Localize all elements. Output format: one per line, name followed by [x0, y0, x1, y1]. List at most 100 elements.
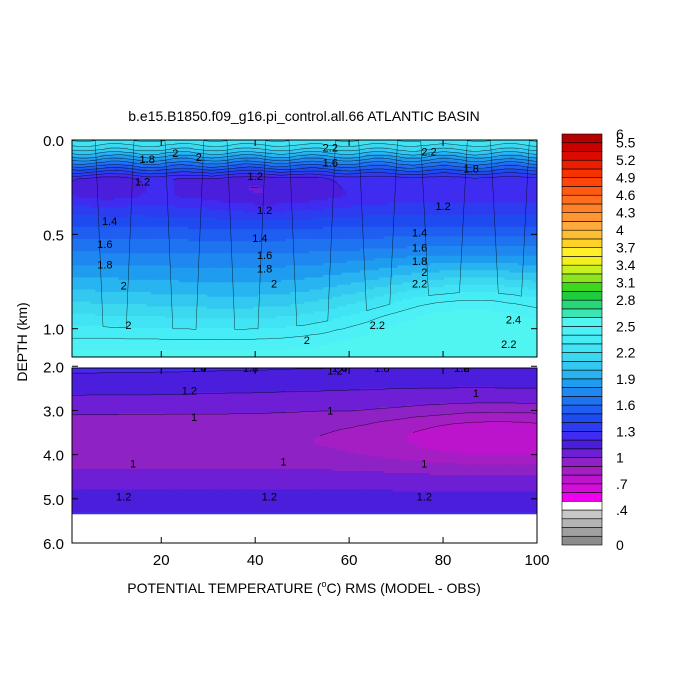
contour-label: 1.6 [412, 243, 427, 255]
colorbar-box [561, 492, 603, 502]
contour-label: 1.8 [97, 260, 112, 272]
contour-label: 1.8 [243, 363, 258, 375]
upper-panel-contour-labels: 21.8 2 2.21.62.21.81.2 1.21.2 1.21.41.4 1.41.… [97, 143, 521, 351]
colorbar-tick-label: 6 [616, 126, 624, 142]
colorbar-box [561, 369, 603, 380]
colorbar-box [561, 439, 603, 450]
x-tick-label: 60 [341, 552, 358, 569]
x-axis-label-main: POTENTIAL TEMPERATURE ( [127, 580, 322, 596]
colorbar-box [561, 194, 603, 205]
lower-panel-fill [72, 368, 537, 543]
chart-title: b.e15.B1850.f09_g16.pi_control.all.66 AT… [128, 108, 480, 124]
y-tick-label: 5.0 [43, 492, 64, 509]
colorbar-tick-label: 1 [616, 450, 624, 466]
colorbar-box [561, 133, 603, 144]
colorbar-box [561, 177, 603, 187]
contour-label: 1 [191, 412, 197, 424]
contour-label: 1.8 [454, 363, 469, 375]
upper-y-ticks: 0.0 0.5 1.0 [43, 133, 537, 339]
y-tick-label: 2.0 [43, 359, 64, 376]
colorbar: 0 .4 .7 1 1.3 1.6 1.9 2.2 2.5 2.83.1 3.43.7 44.3 4.6… [561, 126, 636, 553]
contour-label: 2 [304, 335, 310, 347]
upper-panel: 21.8 2 2.21.62.21.81.2 1.21.2 1.21.41.4 1.41.… [43, 133, 538, 358]
contour-label: 1 [280, 456, 286, 468]
colorbar-box [561, 535, 603, 546]
colorbar-box [561, 352, 603, 362]
contour-label: 1.6 [97, 239, 112, 251]
colorbar-boxes [561, 133, 603, 546]
y-axis-label: DEPTH (km) [14, 302, 30, 381]
colorbar-box [561, 256, 603, 266]
x-axis-label: POTENTIAL TEMPERATURE (oC) RMS (MODEL - … [127, 579, 481, 596]
y-tick-label: 4.0 [43, 448, 64, 465]
contour-label: 2 [125, 320, 131, 332]
colorbar-box [561, 317, 603, 327]
contour-label: 1.2 [257, 205, 272, 217]
colorbar-tick-label: 1.3 [616, 423, 636, 439]
no-data-region [72, 514, 537, 543]
contour-label: 1.2 [435, 201, 450, 213]
contour-label: 1.2 [417, 492, 432, 504]
colorbar-tick-label: 4.9 [616, 170, 636, 186]
contour-label: 2 [271, 278, 277, 290]
colorbar-tick-label: 1.6 [616, 397, 636, 413]
contour-label: 1.4 [332, 363, 347, 375]
colorbar-box [561, 203, 603, 214]
contour-label: 1.2 [182, 386, 197, 398]
x-tick-label: 80 [435, 552, 452, 569]
contour-label: 1.4 [191, 363, 206, 375]
contour-label: 1.4 [102, 216, 117, 228]
colorbar-box [561, 334, 603, 345]
colorbar-box [561, 518, 603, 528]
colorbar-box [561, 422, 603, 432]
colorbar-box [561, 465, 603, 476]
colorbar-tick-label: 4.6 [616, 187, 636, 203]
colorbar-box [561, 509, 603, 520]
colorbar-box [561, 500, 603, 511]
y-tick-label: 0.5 [43, 227, 64, 244]
upper-panel-contours [72, 140, 537, 340]
colorbar-box [561, 527, 603, 537]
colorbar-box [561, 159, 603, 170]
contour-label: 2 [121, 280, 127, 292]
contour-label: 1.8 [257, 263, 272, 275]
colorbar-box [561, 168, 603, 179]
colorbar-box [561, 247, 603, 257]
contour-label: 1.8 [374, 363, 389, 375]
colorbar-box [561, 151, 603, 161]
colorbar-box [561, 413, 603, 423]
colorbar-box [561, 282, 603, 292]
contour-label: 1.6 [257, 250, 272, 262]
y-tick-label: 3.0 [43, 403, 64, 420]
x-axis-label-degree: o [321, 579, 326, 589]
contour-label: 2 [196, 152, 202, 164]
contour-label: 1.6 [332, 363, 347, 375]
colorbar-box [561, 396, 603, 406]
contour-label: 2.4 [506, 314, 521, 326]
colorbar-box [561, 238, 603, 248]
contour-label: 1.8 [412, 256, 427, 268]
upper-panel-frame [71, 139, 538, 358]
contour-label: 2.2 [323, 143, 338, 155]
colorbar-tick-label: 4 [616, 222, 624, 238]
lower-panel-contours [72, 368, 537, 436]
colorbar-tick-label: 5.2 [616, 152, 636, 168]
contour-label: 2 [421, 267, 427, 279]
colorbar-tick-label: 3.7 [616, 240, 636, 256]
colorbar-tick-label: 5.5 [616, 135, 636, 151]
contour-label: 1.8 [464, 163, 479, 175]
contour-label: 1 [473, 388, 479, 400]
y-tick-label: 6.0 [43, 536, 64, 553]
contour-label: 2.2 [501, 339, 516, 351]
colorbar-box [561, 431, 603, 441]
colorbar-tick-label: 4.3 [616, 205, 636, 221]
contour-label: 1 [130, 459, 136, 471]
x-tick-label: 100 [524, 552, 549, 569]
contour-label: 2.2 [370, 320, 385, 332]
colorbar-box [561, 483, 603, 493]
lower-y-ticks: 2.0 3.0 4.0 5.0 6.0 [43, 359, 537, 553]
colorbar-box [561, 264, 603, 275]
